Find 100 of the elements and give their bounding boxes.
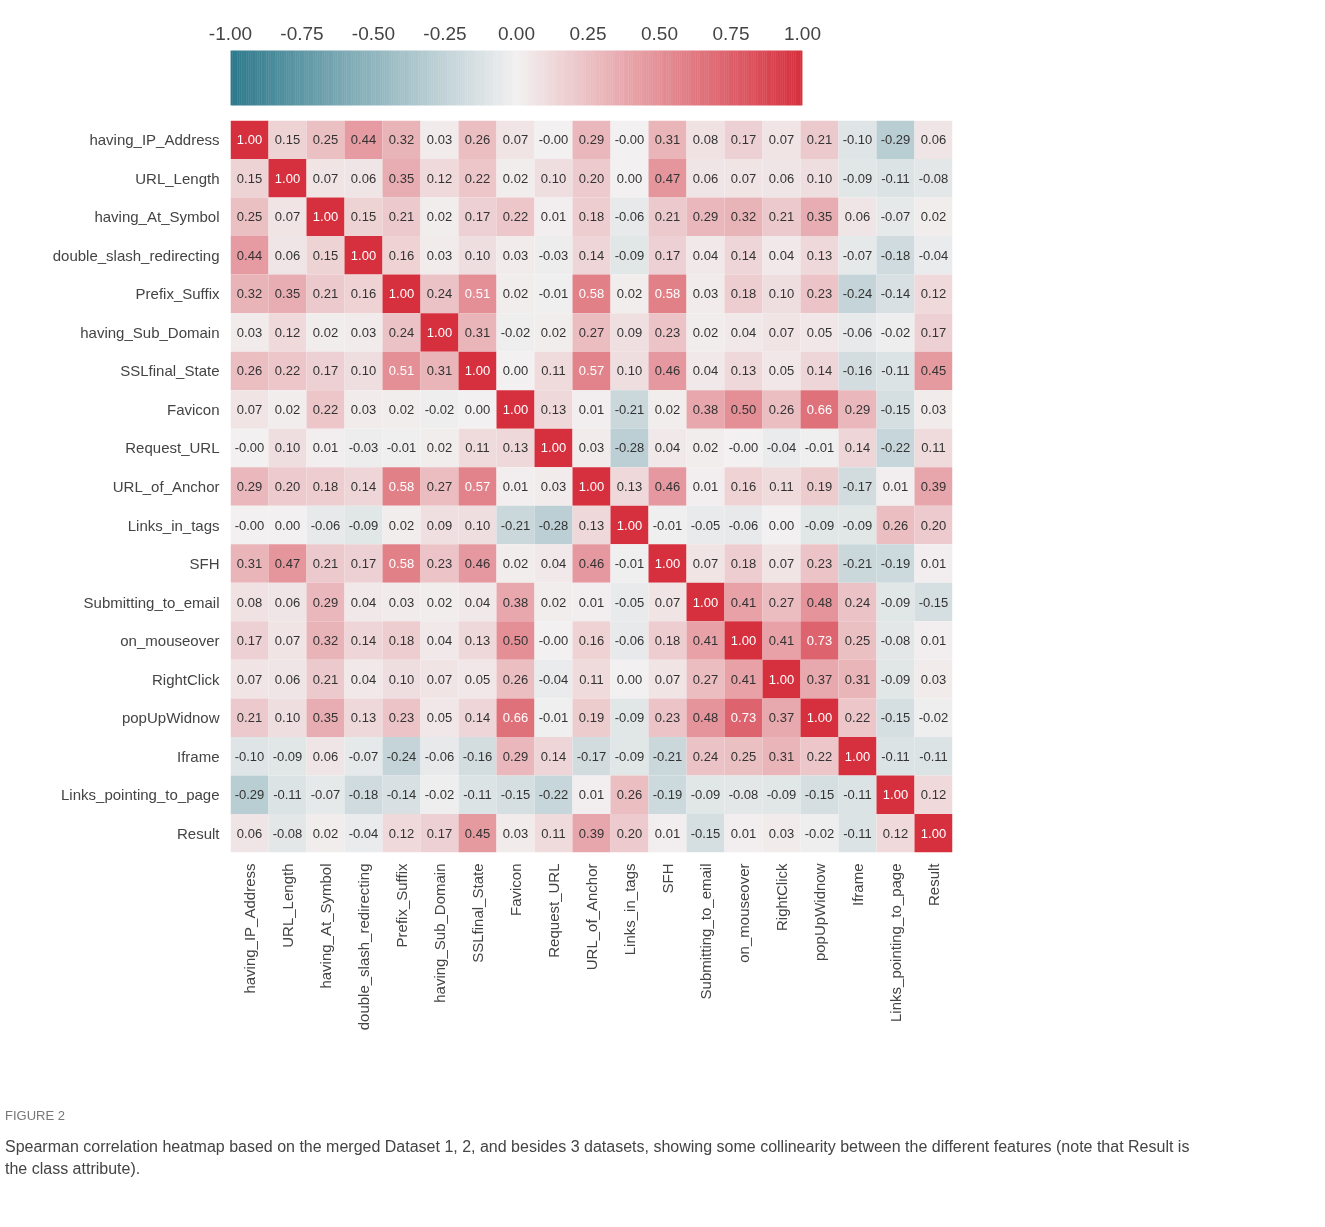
data-label: 0.01 — [920, 633, 947, 649]
data-label: -0.06 — [728, 517, 759, 533]
data-label: 0.02 — [426, 209, 453, 225]
data-label: 0.11 — [579, 671, 604, 687]
x-tick-label: Request_URL — [545, 863, 562, 958]
data-label: 0.13 — [578, 517, 605, 533]
data-label: -0.02 — [880, 324, 911, 340]
color-bar-label: 0.50 — [641, 22, 678, 44]
data-label: 0.06 — [350, 170, 377, 186]
data-label: -0.06 — [614, 633, 645, 649]
data-label: 0.03 — [502, 825, 529, 841]
data-label: 0.06 — [274, 671, 301, 687]
data-label: -0.29 — [880, 132, 911, 148]
y-tick-label: SSLfinal_State — [120, 362, 220, 380]
data-label: 1.00 — [312, 209, 339, 225]
data-label: 1.00 — [616, 517, 643, 533]
data-label: 0.11 — [769, 479, 794, 494]
data-label: 0.27 — [578, 324, 605, 340]
y-tick-label: having_Sub_Domain — [80, 323, 220, 341]
y-tick-label: Submitting_to_email — [83, 593, 220, 611]
data-label: 0.13 — [616, 479, 643, 494]
data-label: 0.02 — [274, 401, 301, 417]
data-label: 0.14 — [350, 633, 377, 649]
data-label: 0.32 — [236, 286, 263, 302]
data-label: 0.46 — [578, 556, 605, 572]
data-label: -0.05 — [690, 517, 721, 533]
y-tick-label: double_slash_redirecting — [52, 246, 220, 264]
data-label: -0.11 — [881, 363, 910, 379]
data-label: 0.13 — [730, 363, 757, 379]
data-label: 0.13 — [502, 440, 529, 456]
data-label: 0.17 — [920, 324, 947, 340]
data-label: 0.12 — [920, 286, 947, 302]
data-label: 0.13 — [806, 247, 833, 263]
data-label: -0.07 — [348, 748, 379, 764]
data-label: 0.22 — [502, 209, 529, 225]
data-label: 0.03 — [350, 401, 377, 417]
data-label: 0.26 — [502, 671, 529, 687]
data-label: 0.09 — [616, 324, 643, 340]
data-label: 0.58 — [388, 479, 415, 494]
y-tick-label: Prefix_Suffix — [135, 285, 220, 303]
data-label: 0.26 — [616, 787, 643, 803]
data-label: 0.11 — [541, 825, 566, 841]
data-label: 0.31 — [654, 132, 681, 148]
data-label: 1.00 — [274, 170, 301, 186]
data-label: -0.07 — [310, 787, 341, 803]
x-tick-label: on_mouseover — [735, 863, 752, 963]
data-label: 0.06 — [692, 170, 719, 186]
data-label: 0.17 — [654, 247, 681, 263]
data-label: 0.14 — [844, 440, 871, 456]
data-label: 0.27 — [426, 479, 453, 494]
data-label: 0.31 — [236, 556, 263, 572]
data-label: -0.11 — [843, 825, 872, 841]
data-label: -0.21 — [614, 401, 645, 417]
x-tick-label: having_Sub_Domain — [431, 863, 448, 1003]
x-tick-label: popUpWidnow — [811, 863, 828, 962]
color-bar-label: -1.00 — [208, 22, 253, 44]
data-label: 0.47 — [654, 170, 681, 186]
data-label: 1.00 — [844, 748, 871, 764]
data-label: 0.12 — [920, 787, 947, 803]
x-tick-label: RightClick — [773, 863, 790, 932]
data-label: -0.02 — [918, 710, 949, 726]
data-label: 0.12 — [882, 825, 909, 841]
data-label: -0.18 — [880, 247, 911, 263]
data-label: -0.17 — [842, 479, 873, 494]
data-label: 0.18 — [578, 209, 605, 225]
data-label: 0.16 — [730, 479, 757, 494]
data-label: 0.13 — [350, 710, 377, 726]
x-tick-label: URL_of_Anchor — [583, 863, 600, 971]
data-label: 0.06 — [274, 247, 301, 263]
data-label: 0.31 — [844, 671, 871, 687]
data-label: -0.00 — [234, 440, 265, 456]
data-label: 0.25 — [730, 748, 757, 764]
data-label: 0.29 — [578, 132, 605, 148]
y-tick-label: SFH — [189, 555, 220, 573]
data-label: -0.00 — [728, 440, 759, 456]
data-label: 0.57 — [578, 363, 605, 379]
data-label: 0.73 — [806, 633, 833, 649]
data-label: 0.13 — [464, 633, 491, 649]
data-label: -0.19 — [652, 787, 683, 803]
data-label: 0.02 — [502, 286, 529, 302]
data-label: 0.04 — [768, 247, 795, 263]
data-label: 0.01 — [578, 787, 605, 803]
data-label: 0.17 — [426, 825, 453, 841]
data-label: 0.21 — [312, 286, 339, 302]
x-tick-label: SSLfinal_State — [469, 863, 486, 963]
data-label: -0.24 — [842, 286, 873, 302]
data-label: -0.03 — [538, 247, 569, 263]
data-label: 0.41 — [768, 633, 795, 649]
data-label: 0.14 — [730, 247, 757, 263]
y-tick-label: Result — [176, 824, 221, 842]
x-tick-label: SFH — [659, 863, 676, 894]
data-label: 0.17 — [312, 363, 339, 379]
data-label: 0.00 — [616, 170, 643, 186]
data-label: -0.09 — [614, 710, 645, 726]
data-label: 0.04 — [692, 247, 719, 263]
data-label: 0.66 — [502, 710, 529, 726]
data-label: 0.10 — [806, 170, 833, 186]
data-label: 0.05 — [768, 363, 795, 379]
data-label: 0.18 — [654, 633, 681, 649]
data-label: 0.03 — [692, 286, 719, 302]
